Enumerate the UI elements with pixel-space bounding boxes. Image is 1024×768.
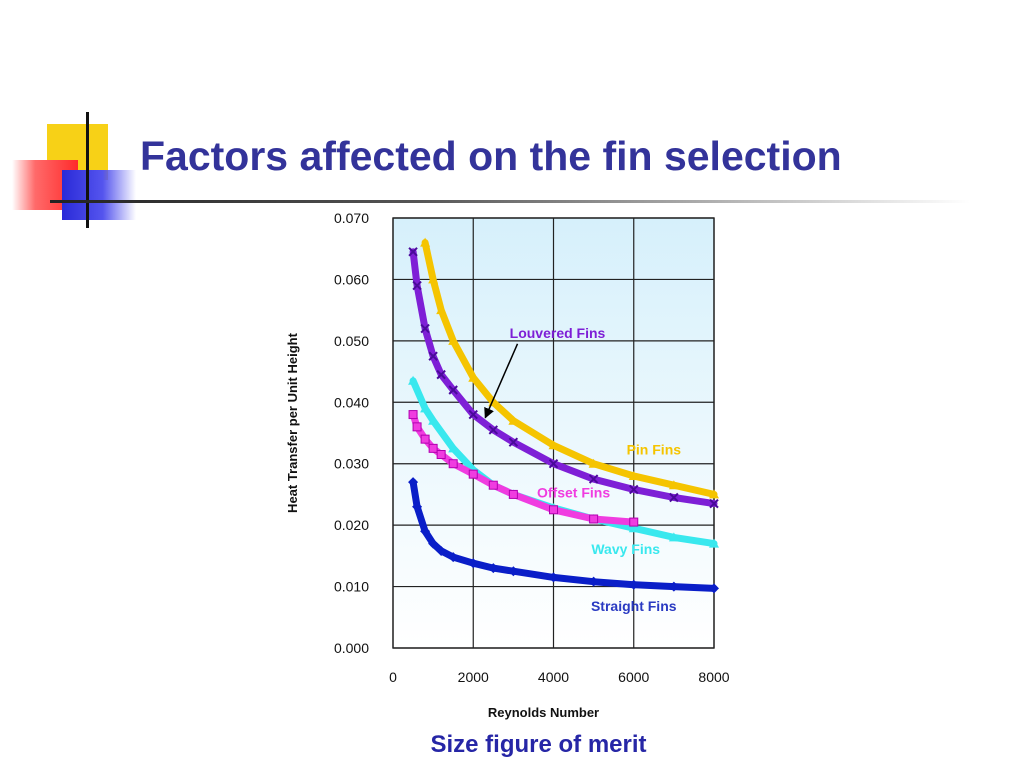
data-point xyxy=(488,480,498,490)
data-point xyxy=(548,572,559,583)
data-point xyxy=(548,440,559,450)
data-point xyxy=(448,335,459,345)
data-point xyxy=(669,492,679,503)
series-label-pin-fins: Pin Fins xyxy=(627,442,682,458)
data-point xyxy=(436,305,447,315)
data-point xyxy=(588,576,599,587)
data-point xyxy=(448,552,459,563)
data-point xyxy=(588,458,599,468)
data-point xyxy=(709,538,719,548)
data-point xyxy=(508,415,519,425)
y-tick-label: 0.050 xyxy=(334,333,369,349)
data-point xyxy=(668,532,679,542)
series-label-offset-fins: Offset Fins xyxy=(537,485,610,501)
data-point xyxy=(488,563,499,574)
y-tick-label: 0.010 xyxy=(334,579,369,595)
data-point xyxy=(448,459,458,469)
series-label-straight-fins: Straight Fins xyxy=(591,598,677,614)
data-point xyxy=(488,425,499,435)
data-point xyxy=(436,545,447,556)
data-point xyxy=(420,403,431,413)
series-line-pin-fins xyxy=(421,239,718,498)
data-point xyxy=(408,247,418,257)
data-point xyxy=(668,581,679,592)
data-point xyxy=(428,443,438,453)
data-point xyxy=(468,558,479,569)
data-point xyxy=(548,459,559,469)
data-point xyxy=(508,437,519,447)
annotation-arrow xyxy=(484,343,519,419)
series-line-louvered-fins xyxy=(409,248,718,508)
data-point xyxy=(628,579,639,590)
data-point xyxy=(408,375,419,385)
data-point xyxy=(412,422,422,432)
data-point xyxy=(588,474,599,484)
data-point xyxy=(420,526,431,537)
x-tick-label: 4000 xyxy=(538,669,569,685)
data-point xyxy=(448,385,458,395)
y-tick-label: 0.030 xyxy=(334,456,369,472)
y-tick-label: 0.040 xyxy=(334,394,369,410)
data-point xyxy=(709,498,719,509)
data-point xyxy=(408,477,419,488)
series-label-louvered-fins: Louvered Fins xyxy=(510,325,606,341)
data-point xyxy=(629,484,639,495)
data-point xyxy=(408,410,418,420)
data-point xyxy=(468,372,479,382)
slide-caption: Size figure of merit xyxy=(430,731,647,758)
data-point xyxy=(508,566,519,577)
data-point xyxy=(428,274,439,284)
data-point xyxy=(629,517,639,527)
title-underline xyxy=(50,200,970,203)
data-point xyxy=(589,514,599,524)
data-point xyxy=(448,443,459,453)
heat-transfer-chart: 0 2000 4000 6000 8000 0.000 0.010 0.020 0.030 0.0… xyxy=(285,210,730,720)
series-label-wavy-fins: Wavy Fins xyxy=(591,541,660,557)
deco-blue-square xyxy=(62,170,136,220)
data-point xyxy=(428,351,438,361)
data-point xyxy=(508,489,518,499)
y-tick-label: 0.000 xyxy=(334,640,369,656)
x-tick-label: 8000 xyxy=(698,669,729,685)
plot-frame xyxy=(392,217,715,649)
y-axis-title: Heat Transfer per Unit Height xyxy=(285,332,300,513)
y-tick-label: 0.020 xyxy=(334,517,369,533)
slide-title: Factors affected on the fin selection xyxy=(140,133,842,179)
data-point xyxy=(628,471,639,480)
x-axis-title: Reynolds Number xyxy=(488,705,599,720)
x-tick-label: 6000 xyxy=(618,669,649,685)
y-tick-label: 0.060 xyxy=(334,271,369,287)
data-point xyxy=(436,450,446,459)
data-point xyxy=(549,505,558,515)
deco-vertical-rule xyxy=(86,112,89,228)
data-point xyxy=(709,583,719,594)
data-point xyxy=(420,434,430,444)
data-point xyxy=(412,501,423,512)
data-point xyxy=(436,369,446,380)
data-point xyxy=(428,538,439,549)
x-tick-label: 2000 xyxy=(458,669,489,685)
x-tick-label: 0 xyxy=(389,669,397,685)
data-point xyxy=(468,409,478,420)
data-point xyxy=(420,237,431,247)
data-point xyxy=(628,523,639,533)
y-tick-label: 0.070 xyxy=(334,210,369,226)
data-point xyxy=(668,480,679,490)
data-point xyxy=(420,323,430,334)
data-point xyxy=(709,489,719,499)
data-point xyxy=(468,469,478,479)
data-point xyxy=(412,280,422,291)
data-point xyxy=(428,415,439,425)
